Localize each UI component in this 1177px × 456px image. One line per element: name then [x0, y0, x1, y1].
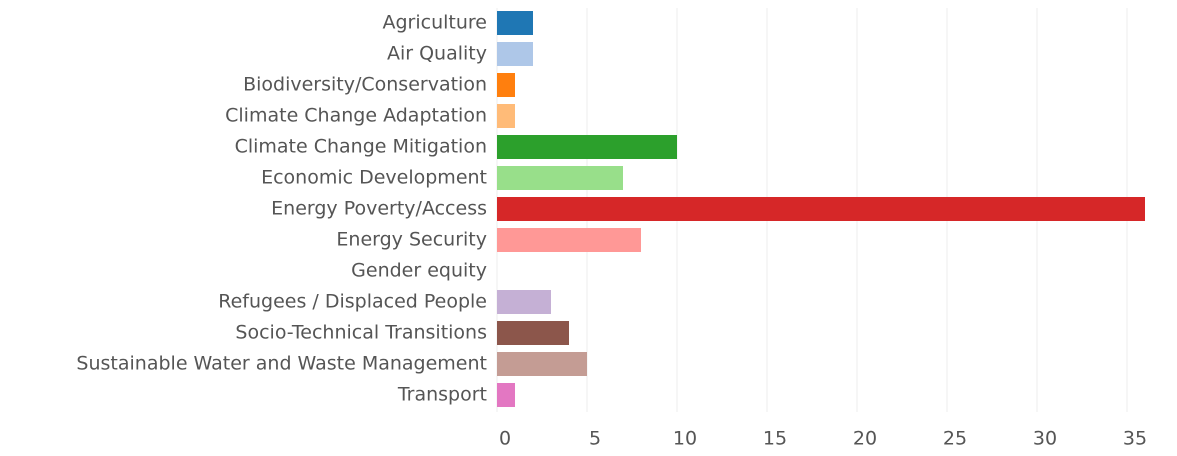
x-tick-label: 15 [763, 428, 787, 450]
bar [497, 321, 569, 345]
x-tick-label: 25 [943, 428, 967, 450]
x-tick-label: 5 [589, 428, 601, 450]
x-tick-label: 0 [499, 428, 511, 450]
x-tick-label: 10 [673, 428, 697, 450]
x-tick-label: 30 [1033, 428, 1057, 450]
bar [497, 11, 533, 35]
y-tick-label: Air Quality [387, 43, 487, 65]
bar [497, 42, 533, 66]
y-tick-label: Economic Development [261, 167, 487, 189]
bar [497, 383, 515, 407]
y-tick-label: Agriculture [383, 12, 488, 34]
x-tick-label: 35 [1123, 428, 1147, 450]
y-tick-label: Sustainable Water and Waste Management [76, 353, 487, 375]
y-tick-label: Refugees / Displaced People [218, 291, 487, 313]
bar [497, 197, 1145, 221]
bar [497, 228, 641, 252]
y-tick-label: Transport [397, 384, 487, 406]
bar [497, 104, 515, 128]
y-tick-label: Energy Security [336, 229, 487, 251]
y-tick-label: Climate Change Adaptation [225, 105, 487, 127]
bar [497, 166, 623, 190]
y-tick-label: Biodiversity/Conservation [243, 74, 487, 96]
bar [497, 73, 515, 97]
bar [497, 352, 587, 376]
y-tick-label: Socio-Technical Transitions [235, 322, 487, 344]
x-tick-label: 20 [853, 428, 877, 450]
y-tick-label: Gender equity [351, 260, 487, 282]
y-tick-label: Energy Poverty/Access [271, 198, 487, 220]
y-tick-label: Climate Change Mitigation [235, 136, 487, 158]
bar [497, 135, 677, 159]
bar [497, 290, 551, 314]
